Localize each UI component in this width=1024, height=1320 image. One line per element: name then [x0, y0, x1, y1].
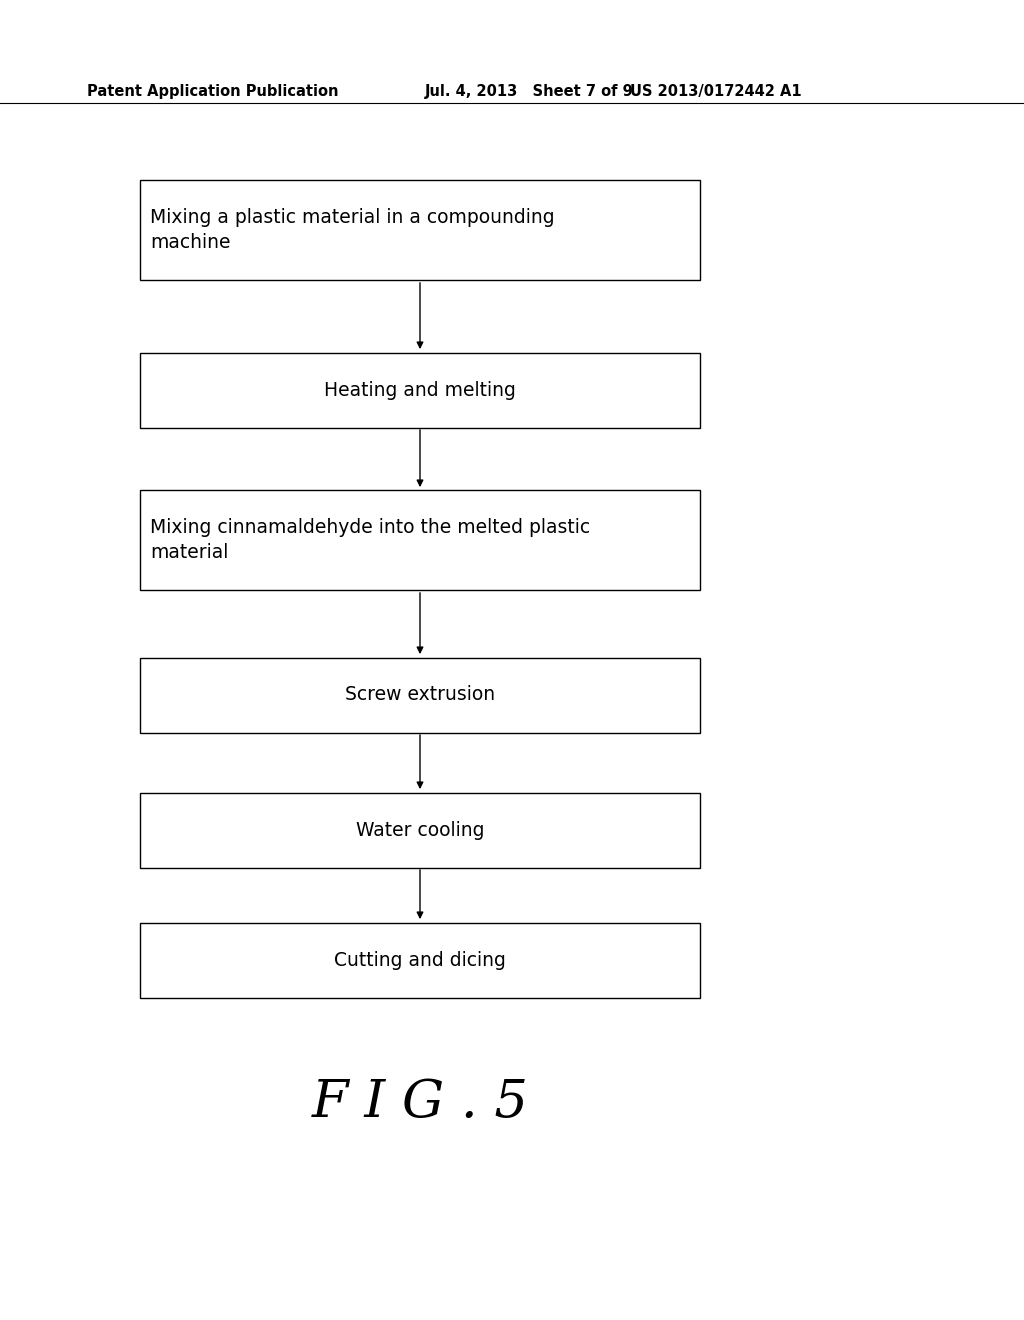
Text: Water cooling: Water cooling [355, 821, 484, 840]
Text: Jul. 4, 2013   Sheet 7 of 9: Jul. 4, 2013 Sheet 7 of 9 [425, 83, 634, 99]
Bar [140, 657, 700, 733]
Text: Screw extrusion: Screw extrusion [345, 685, 495, 705]
Text: Cutting and dicing: Cutting and dicing [334, 950, 506, 969]
Text: US 2013/0172442 A1: US 2013/0172442 A1 [630, 83, 802, 99]
Bar [140, 792, 700, 867]
Text: Patent Application Publication: Patent Application Publication [87, 83, 339, 99]
Text: F I G . 5: F I G . 5 [311, 1077, 528, 1127]
Bar [140, 490, 700, 590]
Text: Heating and melting: Heating and melting [324, 380, 516, 400]
Bar [140, 180, 700, 280]
Text: Mixing cinnamaldehyde into the melted plastic
material: Mixing cinnamaldehyde into the melted pl… [150, 517, 590, 562]
Bar [140, 352, 700, 428]
Bar [140, 923, 700, 998]
Text: Mixing a plastic material in a compounding
machine: Mixing a plastic material in a compoundi… [150, 209, 555, 252]
